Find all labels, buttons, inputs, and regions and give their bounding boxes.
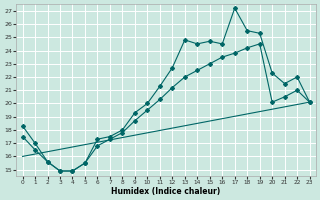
X-axis label: Humidex (Indice chaleur): Humidex (Indice chaleur) <box>111 187 221 196</box>
